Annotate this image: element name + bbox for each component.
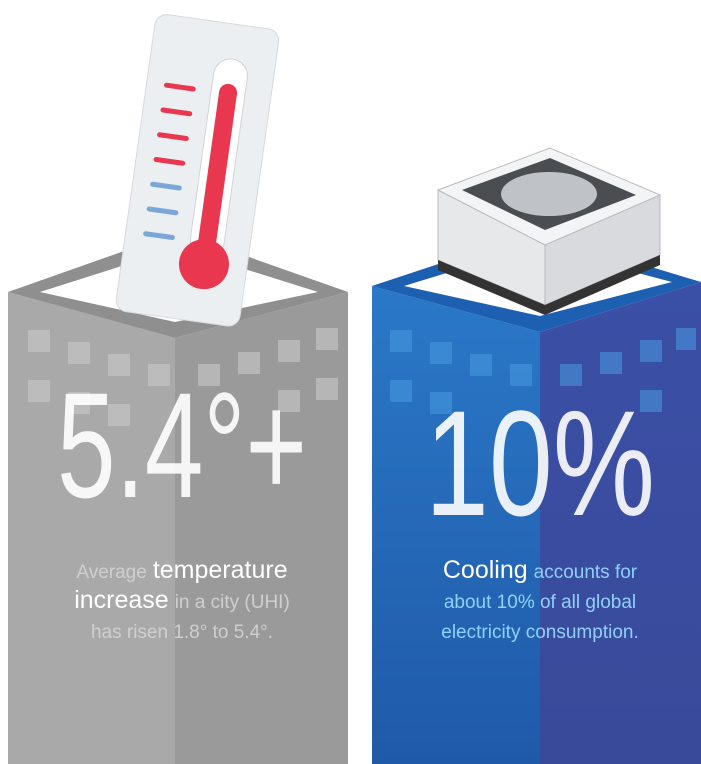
caption-line: about 10% of all global (444, 592, 636, 613)
infographic: 5.4°+ 10% Average temperatureincrease in a… (0, 0, 701, 764)
stat-value: 10% (425, 379, 655, 547)
caption-segment: electricity consumption. (441, 622, 638, 643)
caption-segment: Cooling (443, 556, 528, 584)
caption-segment: temperature (153, 556, 288, 584)
caption-line: has risen 1.8° to 5.4°. (91, 622, 273, 643)
caption-segment: has risen 1.8° to 5.4°. (91, 622, 273, 643)
caption-segment: Average (76, 562, 146, 583)
caption-line: electricity consumption. (441, 622, 638, 643)
caption-segment: accounts for (534, 562, 638, 583)
caption-segment: in a city (UHI) (175, 592, 290, 613)
caption-segment: about 10% of all global (444, 592, 636, 613)
caption-segment: increase (74, 586, 169, 614)
stat-value: 5.4°+ (57, 361, 307, 529)
